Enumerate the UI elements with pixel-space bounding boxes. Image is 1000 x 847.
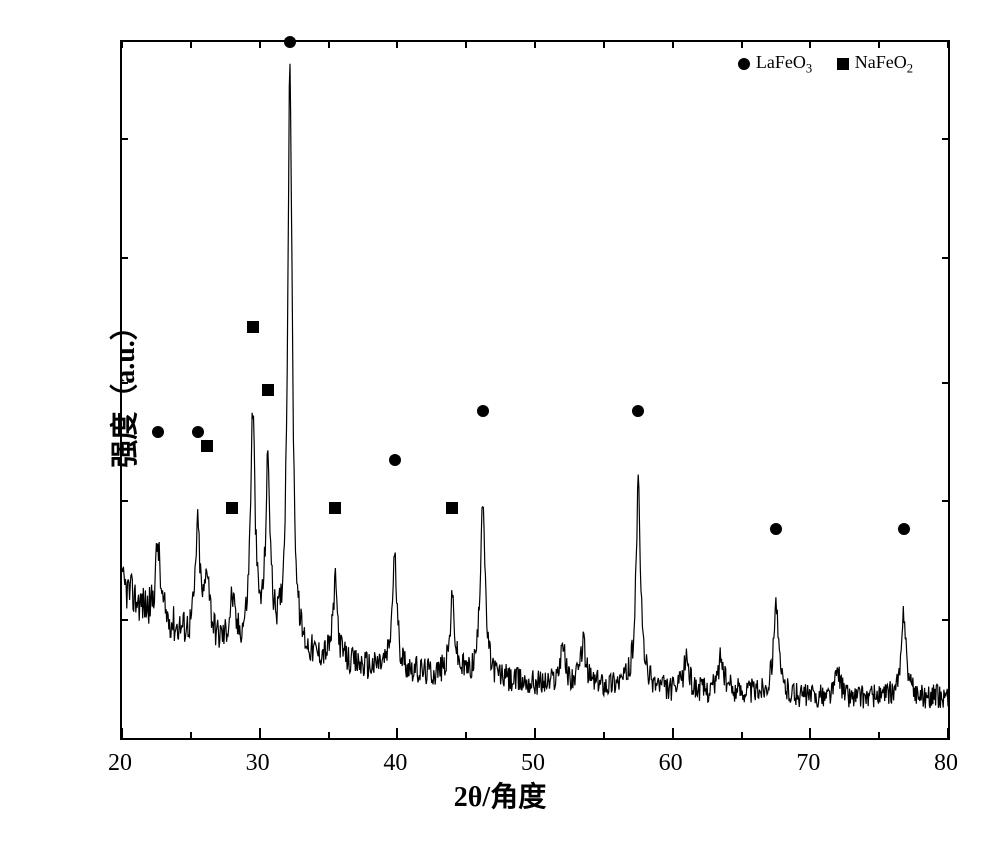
- x-tick-label: 70: [796, 750, 820, 777]
- x-tick-label: 50: [521, 750, 545, 777]
- circle-icon: [192, 426, 204, 438]
- circle-icon: [770, 523, 782, 535]
- square-icon: [446, 502, 458, 514]
- circle-icon: [389, 454, 401, 466]
- legend-label-2: NaFeO2: [855, 52, 913, 77]
- circle-icon: [738, 58, 750, 70]
- square-icon: [247, 321, 259, 333]
- legend-item-nafeo2: NaFeO2: [837, 52, 913, 77]
- x-tick-label: 20: [108, 750, 132, 777]
- square-icon: [226, 502, 238, 514]
- x-tick-label: 30: [246, 750, 270, 777]
- xrd-chart: LaFeO3 NaFeO2 强度（a.u.） 2θ/角度 20 30 40 50 60 7…: [30, 20, 970, 820]
- circle-icon: [898, 523, 910, 535]
- plot-area: LaFeO3 NaFeO2: [120, 40, 950, 740]
- circle-icon: [284, 36, 296, 48]
- square-icon: [329, 502, 341, 514]
- legend: LaFeO3 NaFeO2: [738, 52, 933, 77]
- legend-item-lafeo3: LaFeO3: [738, 52, 812, 77]
- x-tick-label: 60: [659, 750, 683, 777]
- circle-icon: [152, 426, 164, 438]
- circle-icon: [632, 405, 644, 417]
- circle-icon: [477, 405, 489, 417]
- square-icon: [837, 58, 849, 70]
- xrd-line: [122, 42, 948, 738]
- y-axis-label: 强度（a.u.）: [103, 312, 143, 468]
- square-icon: [201, 440, 213, 452]
- x-tick-label: 80: [934, 750, 958, 777]
- legend-label-1: LaFeO3: [756, 52, 812, 77]
- x-tick-label: 40: [383, 750, 407, 777]
- x-axis-label: 2θ/角度: [454, 775, 546, 815]
- square-icon: [262, 384, 274, 396]
